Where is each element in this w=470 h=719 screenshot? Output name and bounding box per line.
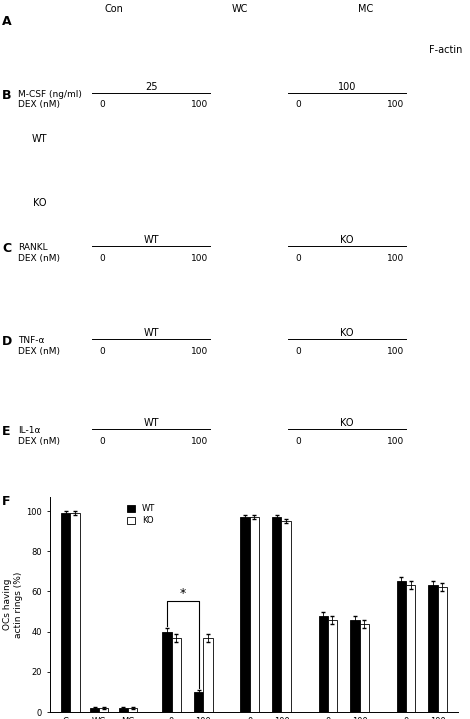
- Text: 0: 0: [99, 254, 105, 263]
- Text: 100: 100: [387, 437, 405, 446]
- Text: 100: 100: [191, 437, 209, 446]
- Text: 100: 100: [191, 347, 209, 356]
- Text: DEX (nM): DEX (nM): [18, 437, 60, 446]
- Bar: [429, 585, 438, 712]
- Text: WT: WT: [143, 235, 159, 245]
- Text: C: C: [2, 242, 11, 255]
- Text: D: D: [2, 335, 12, 348]
- Bar: [99, 708, 109, 712]
- Text: *: *: [180, 587, 186, 600]
- Text: 0: 0: [295, 347, 301, 356]
- Text: 0: 0: [99, 437, 105, 446]
- Text: 0: 0: [295, 254, 301, 263]
- Text: 25: 25: [145, 82, 157, 92]
- Text: KO: KO: [340, 235, 354, 245]
- Text: KO: KO: [340, 418, 354, 428]
- Bar: [90, 708, 99, 712]
- Text: 0: 0: [295, 437, 301, 446]
- Text: M-CSF (ng/ml): M-CSF (ng/ml): [18, 90, 82, 99]
- Bar: [250, 517, 259, 712]
- Text: IL-1α: IL-1α: [18, 426, 40, 435]
- Bar: [240, 517, 250, 712]
- Legend: WT, KO: WT, KO: [124, 501, 158, 528]
- Text: 100: 100: [191, 100, 209, 109]
- Bar: [172, 638, 181, 712]
- Text: RANKL: RANKL: [18, 243, 47, 252]
- Bar: [194, 692, 204, 712]
- Text: KO: KO: [340, 328, 354, 338]
- Bar: [350, 620, 360, 712]
- Text: DEX (nM): DEX (nM): [18, 254, 60, 263]
- Bar: [406, 585, 415, 712]
- Bar: [272, 517, 282, 712]
- Text: 100: 100: [387, 100, 405, 109]
- Text: DEX (nM): DEX (nM): [18, 347, 60, 356]
- Bar: [70, 513, 79, 712]
- Text: 0: 0: [99, 347, 105, 356]
- Bar: [360, 623, 369, 712]
- Text: E: E: [2, 425, 10, 438]
- Text: 100: 100: [191, 254, 209, 263]
- Text: 0: 0: [99, 100, 105, 109]
- Text: F: F: [2, 495, 10, 508]
- Text: 0: 0: [295, 100, 301, 109]
- Text: F-actin: F-actin: [429, 45, 462, 55]
- Text: WC: WC: [232, 4, 248, 14]
- Bar: [328, 620, 337, 712]
- Text: WT: WT: [31, 134, 47, 144]
- Text: B: B: [2, 89, 11, 102]
- Text: A: A: [2, 15, 12, 28]
- Bar: [61, 513, 70, 712]
- Text: Con: Con: [104, 4, 124, 14]
- Text: 100: 100: [387, 254, 405, 263]
- Text: WT: WT: [143, 418, 159, 428]
- Bar: [397, 582, 406, 712]
- Text: 100: 100: [338, 82, 356, 92]
- Bar: [162, 631, 172, 712]
- Text: 100: 100: [387, 347, 405, 356]
- Bar: [128, 708, 137, 712]
- Y-axis label: OCs having
actin rings (%): OCs having actin rings (%): [3, 572, 23, 638]
- Text: DEX (nM): DEX (nM): [18, 100, 60, 109]
- Text: TNF-α: TNF-α: [18, 336, 45, 345]
- Text: MC: MC: [359, 4, 374, 14]
- Text: KO: KO: [33, 198, 47, 208]
- Bar: [438, 587, 447, 712]
- Bar: [119, 708, 128, 712]
- Bar: [204, 638, 212, 712]
- Bar: [282, 521, 291, 712]
- Bar: [319, 615, 328, 712]
- Text: WT: WT: [143, 328, 159, 338]
